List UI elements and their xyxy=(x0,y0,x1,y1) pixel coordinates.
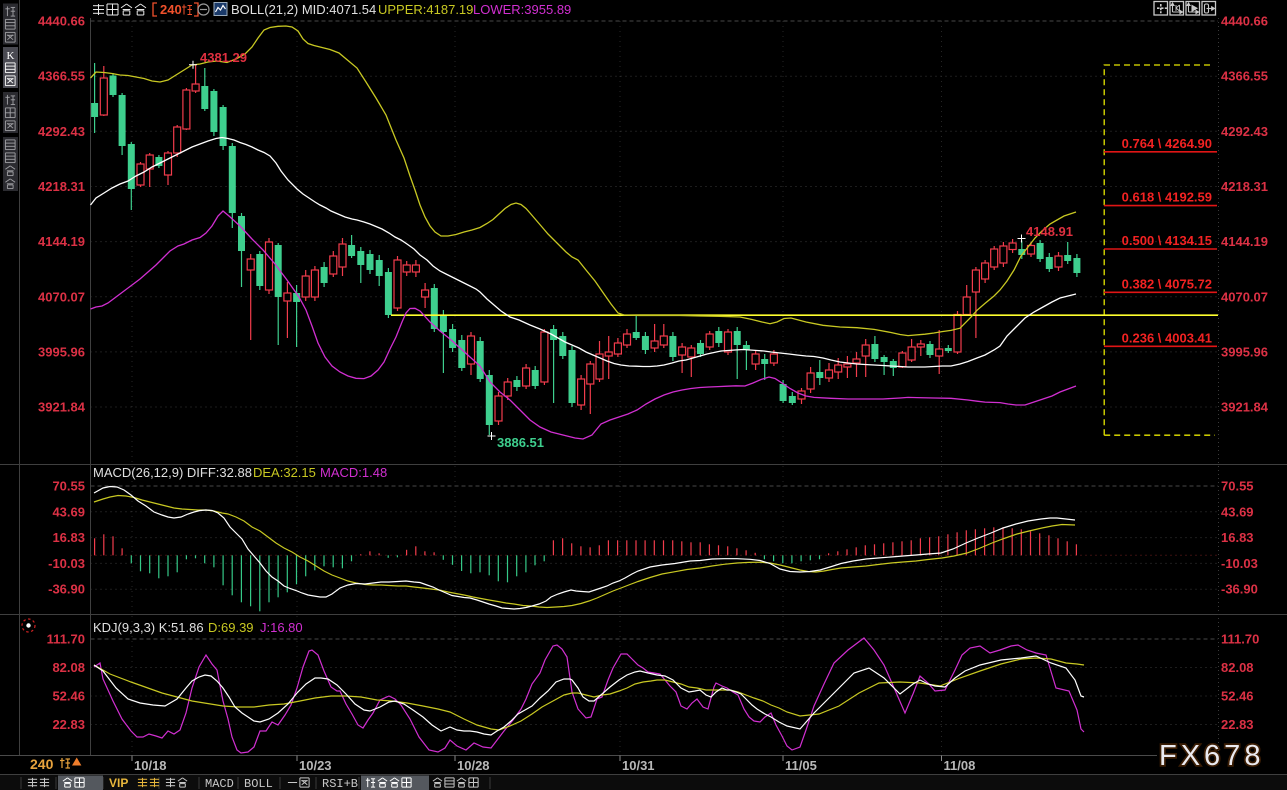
svg-text:4366.55: 4366.55 xyxy=(1221,69,1268,84)
svg-text:4292.43: 4292.43 xyxy=(38,124,85,139)
svg-text:4070.07: 4070.07 xyxy=(1221,289,1268,304)
svg-text:VIP: VIP xyxy=(109,776,128,790)
svg-text:KDJ(9,3,3) K:51.86: KDJ(9,3,3) K:51.86 xyxy=(93,620,204,635)
svg-text:-36.90: -36.90 xyxy=(48,582,85,597)
svg-text:0.500 \ 4134.15: 0.500 \ 4134.15 xyxy=(1122,233,1212,248)
svg-text:240: 240 xyxy=(160,2,182,17)
svg-text:0.764 \ 4264.90: 0.764 \ 4264.90 xyxy=(1122,136,1212,151)
svg-text:0.618 \ 4192.59: 0.618 \ 4192.59 xyxy=(1122,190,1212,205)
svg-text:4144.19: 4144.19 xyxy=(1221,234,1268,249)
svg-text:DEA:32.15: DEA:32.15 xyxy=(253,465,316,480)
svg-text:4440.66: 4440.66 xyxy=(1221,14,1268,29)
svg-text:LOWER:3955.89: LOWER:3955.89 xyxy=(473,2,571,17)
svg-text:111.70: 111.70 xyxy=(47,632,85,647)
svg-text:11/08: 11/08 xyxy=(944,758,976,773)
svg-text:240: 240 xyxy=(30,756,54,772)
svg-text:4381.29: 4381.29 xyxy=(200,50,247,65)
svg-text:MACD(26,12,9) DIFF:32.88: MACD(26,12,9) DIFF:32.88 xyxy=(93,465,252,480)
svg-text:BOLL: BOLL xyxy=(244,777,273,790)
svg-text:-36.90: -36.90 xyxy=(1221,582,1258,597)
svg-text:3921.84: 3921.84 xyxy=(1221,400,1269,415)
svg-text:UPPER:4187.19: UPPER:4187.19 xyxy=(378,2,473,17)
svg-text:FX678: FX678 xyxy=(1159,740,1264,772)
svg-text:4144.19: 4144.19 xyxy=(38,234,85,249)
svg-text:4148.91: 4148.91 xyxy=(1026,224,1073,239)
svg-text:-10.03: -10.03 xyxy=(48,556,85,571)
svg-text:10/28: 10/28 xyxy=(457,758,490,773)
svg-text:BOLL(21,2) MID:4071.54: BOLL(21,2) MID:4071.54 xyxy=(231,2,376,17)
svg-text:FX678: FX678 xyxy=(1159,740,1264,772)
svg-text:22.83: 22.83 xyxy=(52,717,85,732)
svg-text:4218.31: 4218.31 xyxy=(1221,179,1268,194)
svg-text:70.55: 70.55 xyxy=(1221,479,1254,494)
svg-text:4292.43: 4292.43 xyxy=(1221,124,1268,139)
svg-text:10/23: 10/23 xyxy=(299,758,332,773)
svg-text:4218.31: 4218.31 xyxy=(38,179,85,194)
svg-text:3995.96: 3995.96 xyxy=(38,344,85,359)
svg-text:D:69.39: D:69.39 xyxy=(208,620,254,635)
svg-text:52.46: 52.46 xyxy=(1221,689,1254,704)
svg-text:22.83: 22.83 xyxy=(1221,717,1254,732)
svg-text:4366.55: 4366.55 xyxy=(38,69,85,84)
svg-text:4440.66: 4440.66 xyxy=(38,14,85,29)
svg-text:16.83: 16.83 xyxy=(1221,530,1254,545)
svg-text:16.83: 16.83 xyxy=(52,530,85,545)
svg-text:82.08: 82.08 xyxy=(1221,660,1254,675)
svg-text:43.69: 43.69 xyxy=(1221,504,1254,519)
svg-text:K: K xyxy=(7,50,15,62)
svg-text:43.69: 43.69 xyxy=(52,504,85,519)
svg-text:10/31: 10/31 xyxy=(622,758,655,773)
svg-text:3995.96: 3995.96 xyxy=(1221,344,1268,359)
svg-text:0.382 \ 4075.72: 0.382 \ 4075.72 xyxy=(1122,276,1212,291)
svg-text:11/05: 11/05 xyxy=(785,758,817,773)
svg-text:MACD:1.48: MACD:1.48 xyxy=(320,465,387,480)
svg-text:3886.51: 3886.51 xyxy=(497,435,544,450)
svg-text:70.55: 70.55 xyxy=(52,479,85,494)
svg-text:0.236 \ 4003.41: 0.236 \ 4003.41 xyxy=(1122,330,1212,345)
svg-text:3921.84: 3921.84 xyxy=(38,400,86,415)
svg-text:52.46: 52.46 xyxy=(52,689,85,704)
svg-text:82.08: 82.08 xyxy=(52,660,85,675)
svg-text:MACD: MACD xyxy=(205,777,234,790)
svg-text:10/18: 10/18 xyxy=(134,758,167,773)
svg-text:J:16.80: J:16.80 xyxy=(260,620,303,635)
svg-text:RSI+B: RSI+B xyxy=(322,777,358,790)
svg-text:111.70: 111.70 xyxy=(1221,632,1259,647)
svg-text:4070.07: 4070.07 xyxy=(38,289,85,304)
svg-text:-10.03: -10.03 xyxy=(1221,556,1258,571)
